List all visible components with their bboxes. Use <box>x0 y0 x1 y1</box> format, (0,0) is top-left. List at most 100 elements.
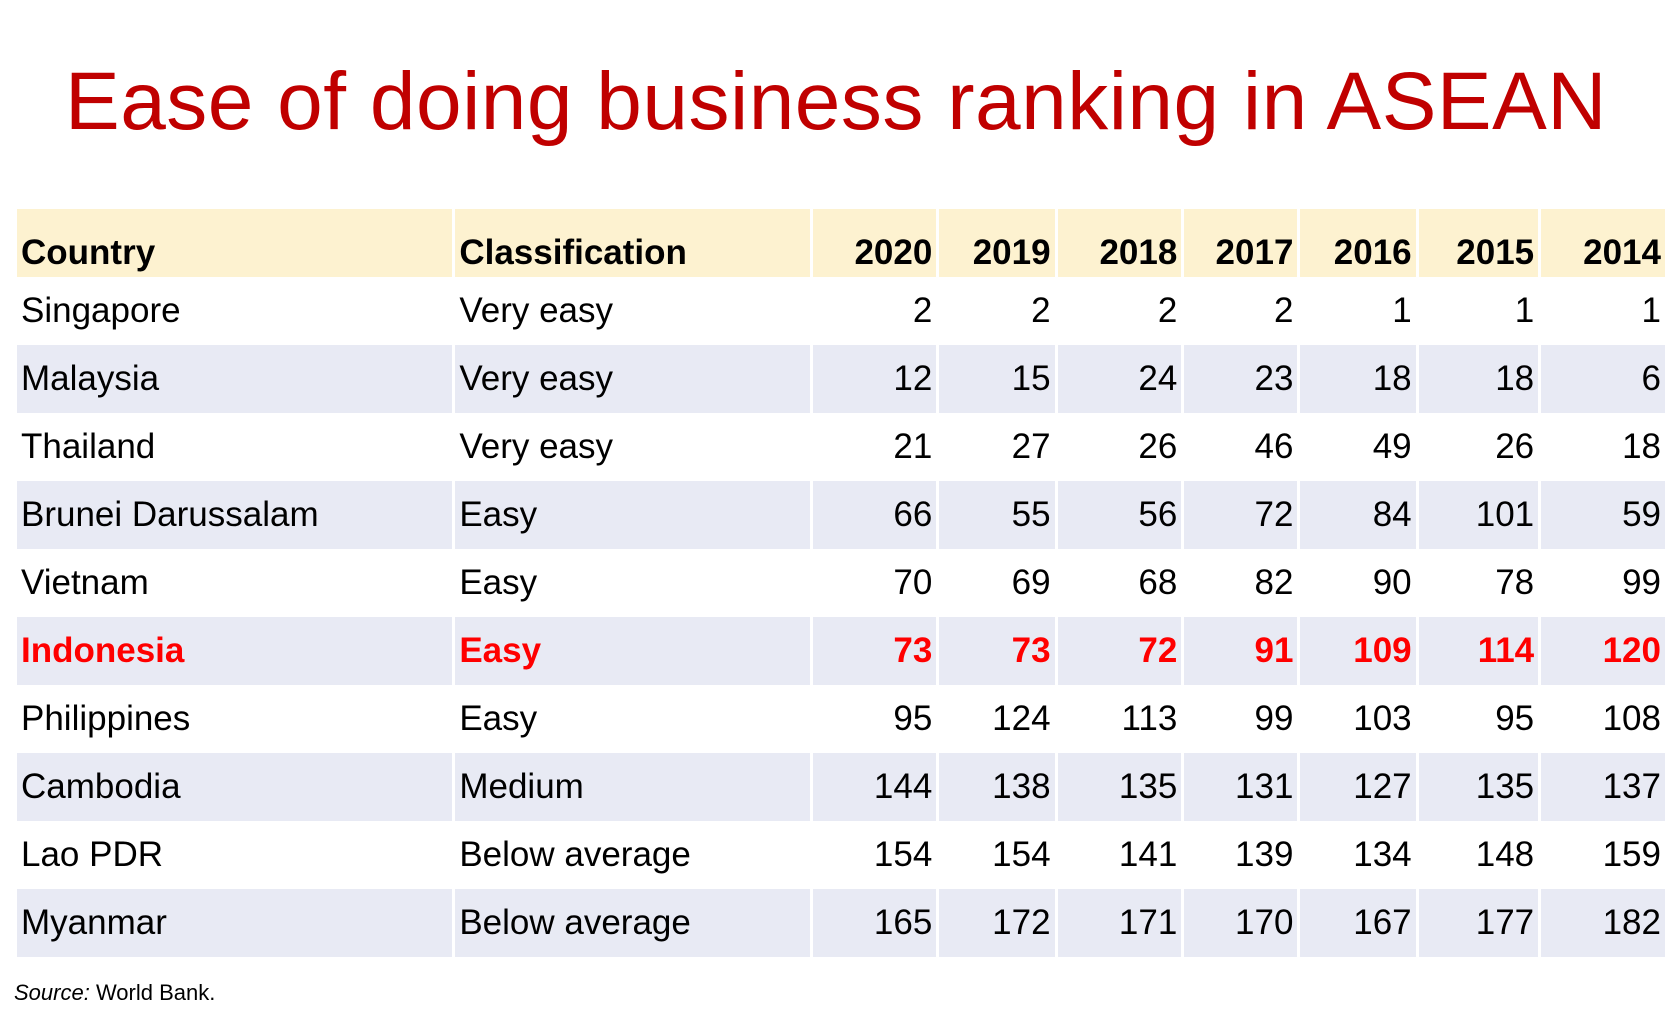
rank-cell: 24 <box>1057 345 1182 413</box>
country-cell: Indonesia <box>17 617 453 685</box>
rank-cell: 2 <box>912 291 933 330</box>
classification-cell: Easy <box>455 481 810 549</box>
table-header-row: Country Classification 2020 2019 2018 20… <box>17 209 1665 277</box>
rank-cell: 55 <box>939 481 1055 549</box>
rank-cell: 78 <box>1495 563 1535 602</box>
rank-cell: 154 <box>992 835 1051 874</box>
rank-cell: 124 <box>992 699 1051 738</box>
rank-cell: 108 <box>1602 699 1661 738</box>
rank-cell: 101 <box>1418 481 1539 549</box>
table-row: Cambodia Medium 144 138 135 131 127 135 137 <box>17 753 1665 821</box>
rank-cell: 109 <box>1300 617 1416 685</box>
rank-cell: 59 <box>1541 481 1665 549</box>
rank-cell: 138 <box>939 753 1055 821</box>
rank-cell: 27 <box>1011 427 1051 466</box>
rank-cell: 49 <box>1372 427 1412 466</box>
rank-cell: 70 <box>893 563 933 602</box>
rank-cell: 15 <box>939 345 1055 413</box>
rank-cell: 84 <box>1300 481 1416 549</box>
rank-cell: 73 <box>812 617 937 685</box>
rank-cell: 113 <box>1121 699 1178 738</box>
rank-cell: 82 <box>1254 563 1294 602</box>
rank-cell: 170 <box>1184 889 1298 957</box>
rank-cell: 144 <box>812 753 937 821</box>
table-row: Thailand Very easy 21 27 26 46 49 26 18 <box>17 413 1665 481</box>
rank-cell: 1 <box>1641 291 1661 330</box>
rank-cell: 154 <box>873 835 933 874</box>
column-header-year: 2019 <box>939 209 1055 277</box>
classification-cell: Below average <box>455 889 810 957</box>
rank-cell: 99 <box>1254 699 1294 738</box>
rank-cell: 1 <box>1514 291 1535 330</box>
source-label: Source: <box>14 980 90 1005</box>
rank-cell: 172 <box>939 889 1055 957</box>
column-header-country: Country <box>17 209 453 277</box>
rank-cell: 103 <box>1353 699 1412 738</box>
country-cell: Brunei Darussalam <box>17 481 453 549</box>
country-cell: Myanmar <box>17 889 453 957</box>
rank-cell: 1 <box>1392 291 1412 330</box>
rank-cell: 177 <box>1418 889 1539 957</box>
rank-cell: 159 <box>1602 835 1661 874</box>
rank-cell: 68 <box>1138 563 1178 602</box>
table-row: Singapore Very easy 2 2 2 2 1 1 1 <box>17 277 1665 345</box>
rank-cell: 134 <box>1353 835 1412 874</box>
source-text: World Bank. <box>89 980 216 1005</box>
rank-cell: 91 <box>1184 617 1298 685</box>
rank-cell: 12 <box>812 345 937 413</box>
classification-cell: Very easy <box>459 291 614 330</box>
rank-cell: 26 <box>1495 427 1535 466</box>
rank-cell: 26 <box>1138 427 1178 466</box>
rank-cell: 90 <box>1372 563 1412 602</box>
country-cell: Philippines <box>21 699 191 738</box>
rank-cell: 2 <box>1273 291 1294 330</box>
rank-cell: 135 <box>1057 753 1182 821</box>
rank-cell: 131 <box>1184 753 1298 821</box>
page-title: Ease of doing business ranking in ASEAN <box>65 56 1607 147</box>
rank-cell: 141 <box>1118 835 1178 874</box>
rank-cell: 165 <box>812 889 937 957</box>
table-row: Lao PDR Below average 154 154 141 139 134 148 15… <box>17 821 1665 889</box>
classification-cell: Easy <box>459 699 538 738</box>
rank-cell: 114 <box>1418 617 1539 685</box>
source-note: Source: World Bank. <box>14 980 215 1006</box>
rank-cell: 182 <box>1541 889 1665 957</box>
table-row: Vietnam Easy 70 69 68 82 90 78 99 <box>17 549 1665 617</box>
column-header-year: 2015 <box>1418 209 1539 277</box>
country-cell: Lao PDR <box>21 835 164 874</box>
classification-cell: Very easy <box>459 427 614 466</box>
classification-cell: Easy <box>459 563 538 602</box>
country-cell: Malaysia <box>17 345 453 413</box>
rank-cell: 46 <box>1254 427 1294 466</box>
rank-cell: 2 <box>1157 291 1178 330</box>
rank-cell: 72 <box>1184 481 1298 549</box>
table-body: Singapore Very easy 2 2 2 2 1 1 1 Malaysia Very ea… <box>17 277 1665 957</box>
table-row: Myanmar Below average 165 172 171 170 167 177 18… <box>17 889 1665 957</box>
rank-cell: 73 <box>939 617 1055 685</box>
rank-cell: 23 <box>1184 345 1298 413</box>
table-row: Brunei Darussalam Easy 66 55 56 72 84 101 59 <box>17 481 1665 549</box>
table-row: Philippines Easy 95 124 113 99 103 95 108 <box>17 685 1665 753</box>
column-header-year: 2016 <box>1300 209 1416 277</box>
column-header-year: 2017 <box>1184 209 1298 277</box>
rank-cell: 171 <box>1057 889 1182 957</box>
country-cell: Vietnam <box>21 563 149 602</box>
table-row: Indonesia Easy 73 73 72 91 109 114 120 <box>17 617 1665 685</box>
rank-cell: 69 <box>1011 563 1051 602</box>
rank-cell: 18 <box>1418 345 1539 413</box>
classification-cell: Medium <box>455 753 810 821</box>
rank-cell: 167 <box>1300 889 1416 957</box>
rank-cell: 66 <box>812 481 937 549</box>
column-header-year: 2020 <box>812 209 937 277</box>
rank-cell: 127 <box>1300 753 1416 821</box>
rank-cell: 18 <box>1300 345 1416 413</box>
ranking-table: Country Classification 2020 2019 2018 20… <box>14 209 1668 957</box>
column-header-year: 2018 <box>1057 209 1182 277</box>
rank-cell: 18 <box>1622 427 1661 466</box>
rank-cell: 120 <box>1541 617 1665 685</box>
classification-cell: Easy <box>455 617 810 685</box>
rank-cell: 99 <box>1622 563 1661 602</box>
rank-cell: 137 <box>1541 753 1665 821</box>
classification-cell: Very easy <box>455 345 810 413</box>
rank-cell: 2 <box>1031 291 1051 330</box>
